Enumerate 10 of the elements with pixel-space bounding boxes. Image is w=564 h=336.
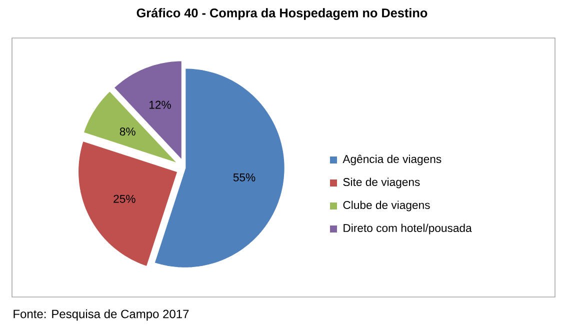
legend-label: Site de viagens bbox=[343, 178, 420, 188]
data-label: 12% bbox=[149, 100, 171, 109]
data-label: 55% bbox=[233, 173, 256, 182]
data-label: 8% bbox=[120, 128, 136, 136]
legend-label: Clube de viagens bbox=[343, 200, 430, 212]
data-label: 25% bbox=[114, 194, 136, 203]
source-note: Fonte: Pesquisa de Campo 2017 bbox=[14, 309, 189, 321]
legend-label: Agência de viagens bbox=[342, 154, 442, 166]
legend-label: Direto com hotel/pousada bbox=[344, 224, 472, 234]
chart-title: Gráfico 40 - Compra da Hospedagem no Destino bbox=[136, 8, 428, 20]
